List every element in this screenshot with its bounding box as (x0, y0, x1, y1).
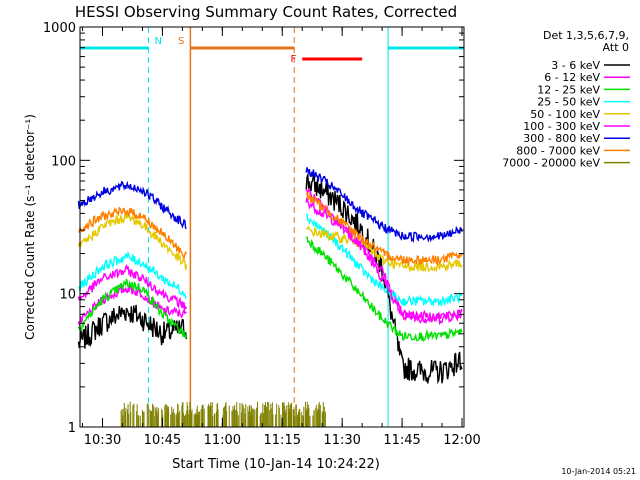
series-line-3-6keV (77, 304, 188, 349)
x-tick-label: 11:45 (383, 433, 420, 448)
x-tick-label: 11:30 (323, 433, 360, 448)
legend-label: 50 - 100 keV (530, 108, 600, 121)
legend-label: 12 - 25 keV (537, 83, 600, 96)
segment-label: N (154, 36, 161, 47)
chart-title: HESSI Observing Summary Count Rates, Cor… (75, 3, 457, 21)
x-tick-label: 10:30 (84, 433, 121, 448)
segment-label: S (178, 36, 184, 47)
series-line-100-300keV (77, 263, 188, 312)
y-tick-label: 1 (68, 421, 76, 436)
series-line-100-300keV (305, 187, 463, 323)
legend-label: 25 - 50 keV (537, 96, 600, 109)
series-line-800-7000keV (77, 206, 188, 261)
series-line-300-800keV (305, 167, 463, 243)
x-axis: 10:30 10:45 11:00 11:15 11:30 11:45 12:00 (82, 27, 481, 448)
series-line-300-800keV (77, 180, 187, 230)
plot-frame (79, 26, 465, 428)
series-line-50-100keV (306, 225, 463, 274)
legend-label: 6 - 12 keV (544, 71, 600, 84)
series-line-12-25keV (77, 278, 188, 339)
x-axis-label: Start Time (10-Jan-14 10:24:22) (172, 457, 380, 472)
y-tick-label: 10 (59, 288, 76, 303)
segment-label: F (290, 54, 296, 65)
legend-label: 300 - 800 keV (523, 132, 600, 145)
series-line-25-50keV (78, 250, 187, 300)
x-tick-label: 11:15 (264, 433, 301, 448)
y-axis-label: Corrected Count Rate (s⁻¹ detector⁻¹) (23, 114, 37, 340)
x-tick-label: 10:45 (144, 433, 181, 448)
y-axis: 1 10 100 1000 (43, 21, 464, 436)
x-tick-label: 12:00 (443, 433, 480, 448)
y-tick-label: 100 (51, 154, 76, 169)
legend-label: 7000 - 20000 keV (502, 157, 600, 170)
legend-title-line1: Det 1,3,5,6,7,9, (543, 29, 629, 42)
y-tick-label: 1000 (43, 21, 76, 36)
legend-label: 800 - 7000 keV (516, 144, 600, 157)
series-line-3-6keV (305, 173, 463, 385)
x-tick-label: 11:00 (204, 433, 241, 448)
series-line-12-25keV (305, 235, 463, 342)
series-7000-20000keV (120, 401, 326, 427)
series-line-50-100keV (77, 212, 188, 271)
footer-timestamp: 10-Jan-2014 05:21 (561, 467, 636, 476)
series-layer (77, 167, 463, 427)
legend-label: 3 - 6 keV (551, 59, 600, 72)
series-line-800-7000keV (305, 191, 463, 267)
legend-label: 100 - 300 keV (523, 120, 600, 133)
legend-title-line2: Att 0 (603, 41, 629, 54)
